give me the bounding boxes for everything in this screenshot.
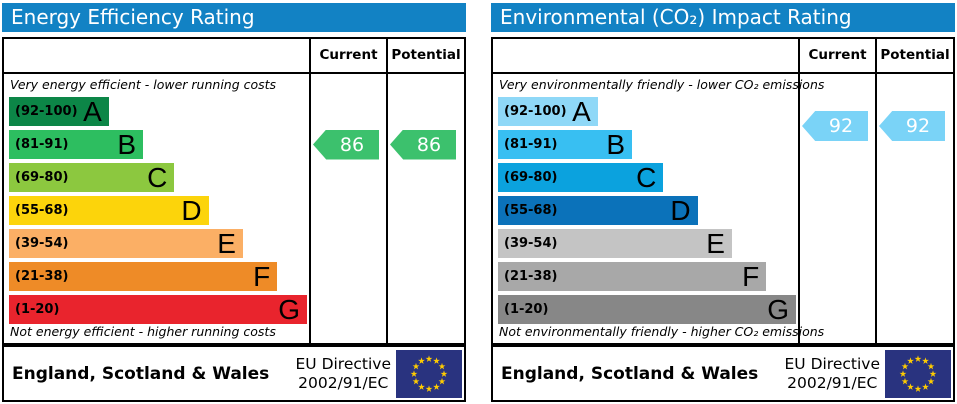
eu-directive-line2: 2002/91/EC xyxy=(298,373,389,392)
band-letter: D xyxy=(670,194,691,226)
band-letter: E xyxy=(706,227,725,259)
rating-bands: (92-100) A (81-91) B (69-80) C (55-68) D… xyxy=(498,97,796,328)
env-panel-footer: England, Scotland & Wales EU Directive 2… xyxy=(491,345,955,402)
bottom-caption: Not energy efficient - higher running co… xyxy=(10,324,276,339)
energy-panel-title: Energy Efficiency Rating xyxy=(2,3,466,32)
band-letter: C xyxy=(147,161,168,193)
energy-efficiency-panel: Energy Efficiency Rating Current Potenti… xyxy=(2,0,466,404)
column-divider xyxy=(309,39,311,343)
band-row-g: (1-20) G xyxy=(498,295,796,324)
band-row-c: (69-80) C xyxy=(498,161,664,193)
current-column-header: Current xyxy=(808,47,867,63)
band-letter: G xyxy=(278,293,300,325)
band-letter: B xyxy=(117,128,137,160)
region-label: England, Scotland & Wales xyxy=(12,363,270,384)
band-range-label: (21-38) xyxy=(504,269,558,284)
band-row-f: (21-38) F xyxy=(498,260,767,292)
band-range-label: (69-80) xyxy=(15,170,69,185)
env-chart-table: Current Potential Very environmentally f… xyxy=(491,37,955,345)
band-row-a: (92-100) A xyxy=(9,97,109,126)
band-range-label: (1-20) xyxy=(15,302,60,317)
band-row-d: (55-68) D xyxy=(498,196,698,225)
top-caption: Very energy efficient - lower running co… xyxy=(10,77,277,92)
energy-panel-footer: England, Scotland & Wales EU Directive 2… xyxy=(2,345,466,402)
eu-flag-icon xyxy=(396,349,462,398)
current-rating-arrow: 86 xyxy=(313,129,379,160)
band-range-label: (92-100) xyxy=(15,104,78,119)
band-range-label: (81-91) xyxy=(504,137,558,152)
band-row-e: (39-54) E xyxy=(9,229,243,258)
header-row-divider xyxy=(493,72,953,74)
eu-flag-icon xyxy=(885,349,951,398)
band-letter: B xyxy=(606,128,626,160)
column-divider xyxy=(875,39,877,343)
column-divider xyxy=(798,39,800,343)
eu-directive-label: EU Directive 2002/91/EC xyxy=(296,355,392,393)
eu-directive-line2: 2002/91/EC xyxy=(787,373,878,392)
band-letter: C xyxy=(636,161,657,193)
band-range-label: (39-54) xyxy=(504,236,558,251)
column-divider xyxy=(386,39,388,343)
band-row-b: (81-91) B xyxy=(498,128,633,160)
band-letter: A xyxy=(572,95,591,127)
eu-directive-line1: EU Directive xyxy=(295,354,392,373)
potential-column-header: Potential xyxy=(391,47,461,63)
current-rating-arrow: 92 xyxy=(802,111,868,141)
region-label: England, Scotland & Wales xyxy=(501,363,759,384)
potential-rating-value: 92 xyxy=(905,115,931,137)
potential-rating-arrow: 92 xyxy=(879,111,945,141)
band-row-g: (1-20) G xyxy=(9,295,307,324)
band-range-label: (69-80) xyxy=(504,170,558,185)
band-letter: F xyxy=(253,260,271,292)
band-row-a: (92-100) A xyxy=(498,97,598,126)
band-letter: A xyxy=(83,95,102,127)
top-caption: Very environmentally friendly - lower CO… xyxy=(499,77,825,92)
band-range-label: (1-20) xyxy=(504,302,549,317)
band-range-label: (81-91) xyxy=(15,137,69,152)
band-letter: D xyxy=(181,194,202,226)
rating-bands: (92-100) A (81-91) B (69-80) C (55-68) D… xyxy=(9,97,307,328)
environmental-impact-panel: Environmental (CO₂) Impact Rating Curren… xyxy=(491,0,955,404)
bottom-caption: Not environmentally friendly - higher CO… xyxy=(499,324,825,339)
header-row-divider xyxy=(4,72,464,74)
band-row-e: (39-54) E xyxy=(498,229,732,258)
band-range-label: (21-38) xyxy=(15,269,69,284)
env-panel-title: Environmental (CO₂) Impact Rating xyxy=(491,3,955,32)
current-column-header: Current xyxy=(319,47,378,63)
band-range-label: (92-100) xyxy=(504,104,567,119)
potential-rating-arrow: 86 xyxy=(390,129,456,160)
potential-column-header: Potential xyxy=(880,47,950,63)
band-letter: E xyxy=(217,227,236,259)
band-range-label: (39-54) xyxy=(15,236,69,251)
eu-directive-line1: EU Directive xyxy=(784,354,881,373)
band-row-b: (81-91) B xyxy=(9,128,144,160)
energy-chart-table: Current Potential Very energy efficient … xyxy=(2,37,466,345)
band-row-f: (21-38) F xyxy=(9,260,278,292)
band-range-label: (55-68) xyxy=(504,203,558,218)
band-row-d: (55-68) D xyxy=(9,196,209,225)
current-rating-value: 86 xyxy=(339,133,365,156)
band-range-label: (55-68) xyxy=(15,203,69,218)
band-row-c: (69-80) C xyxy=(9,161,175,193)
current-rating-value: 92 xyxy=(828,115,854,137)
potential-rating-value: 86 xyxy=(416,133,442,156)
band-letter: F xyxy=(742,260,760,292)
eu-directive-label: EU Directive 2002/91/EC xyxy=(785,355,881,393)
band-letter: G xyxy=(767,293,789,325)
